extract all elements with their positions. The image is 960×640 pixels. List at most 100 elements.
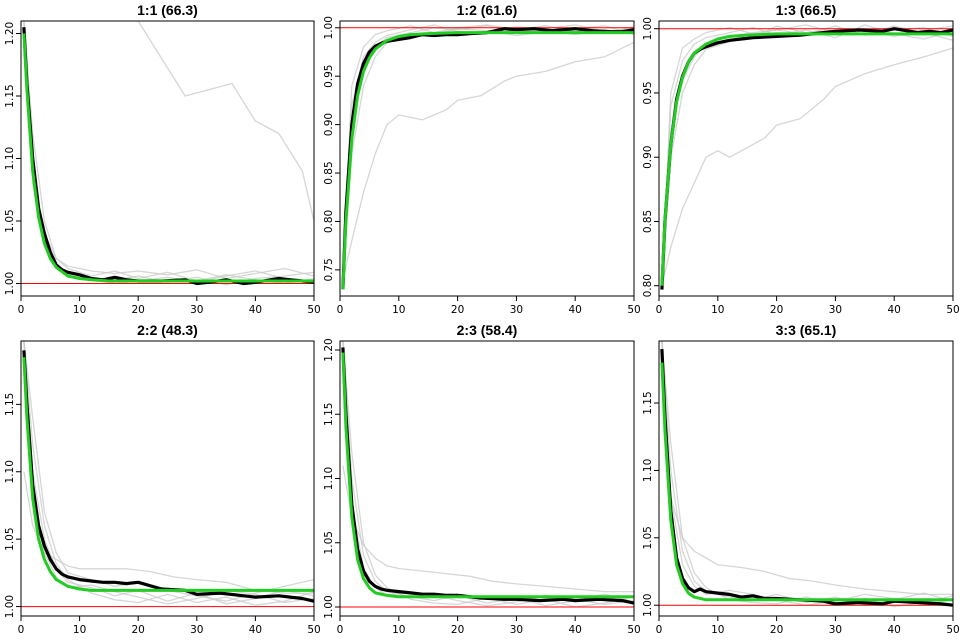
x-tick-label: 10 [711, 304, 724, 316]
chart-panel: 2:2 (48.3) 0 10 20 30 40 50 1.00 1.05 1.10 1.15 [4, 322, 321, 636]
mean-line [341, 27, 634, 290]
fit-line [341, 352, 634, 599]
y-tick-label: 1.00 [642, 17, 654, 40]
trace-line [342, 41, 634, 280]
trace-line [661, 25, 953, 286]
x-tick-label: 0 [337, 304, 344, 316]
x-tick-label: 10 [73, 624, 86, 636]
y-tick-label: 1.20 [4, 22, 16, 45]
plot-area [659, 341, 953, 608]
trace-line [342, 24, 634, 280]
plot-frame [20, 20, 315, 297]
x-tick-label: 40 [888, 624, 901, 636]
x-tick-label: 20 [770, 304, 783, 316]
y-tick-label: 1.20 [323, 338, 335, 361]
trace-line [23, 341, 314, 602]
trace-line [661, 47, 953, 286]
x-tick-label: 10 [711, 624, 724, 636]
x-tick-label: 50 [946, 304, 959, 316]
plot-area [21, 21, 314, 286]
x-tick-label: 50 [946, 624, 959, 636]
x-tick-label: 40 [888, 304, 901, 316]
trace-line [661, 24, 953, 286]
trace-line [23, 45, 314, 280]
x-tick-label: 0 [656, 304, 663, 316]
y-tick-label: 0.90 [642, 146, 654, 169]
y-tick-label: 1.15 [323, 403, 335, 426]
y-tick-label: 0.95 [642, 81, 654, 104]
trace-line [342, 465, 634, 593]
x-tick-label: 40 [569, 304, 582, 316]
x-tick-label: 10 [73, 304, 86, 316]
y-tick-label: 1.05 [4, 527, 16, 550]
x-tick-label: 20 [451, 304, 464, 316]
y-tick-label: 1.00 [642, 594, 654, 617]
x-tick-label: 20 [132, 624, 145, 636]
x-tick-label: 50 [627, 624, 640, 636]
panel-title: 3:3 (65.1) [776, 322, 837, 338]
x-tick-label: 50 [307, 304, 320, 316]
y-tick-label: 1.15 [4, 393, 16, 416]
x-tick-label: 20 [132, 304, 145, 316]
trace-line [342, 24, 634, 280]
panel-title: 1:2 (61.6) [457, 2, 518, 18]
chart-panel: 1:1 (66.3) 0 10 20 30 40 50 1.00 1.05 1.10 1.15 1.2… [4, 2, 321, 316]
trace-line [23, 341, 314, 605]
fit-line [341, 31, 634, 290]
x-tick-label: 0 [337, 624, 344, 636]
x-tick-label: 30 [829, 304, 842, 316]
y-tick-label: 0.85 [323, 161, 335, 184]
x-tick-label: 30 [190, 304, 203, 316]
plot-frame [20, 340, 315, 617]
x-tick-label: 20 [451, 624, 464, 636]
y-tick-label: 1.00 [4, 272, 16, 295]
trace-line [661, 341, 953, 606]
y-tick-label: 1.05 [642, 526, 654, 549]
x-tick-label: 10 [392, 624, 405, 636]
x-tick-label: 30 [190, 624, 203, 636]
y-tick-label: 1.10 [4, 460, 16, 483]
x-tick-label: 0 [18, 304, 25, 316]
trace-line [661, 341, 953, 608]
plot-frame [339, 340, 635, 617]
y-tick-label: 1.00 [323, 16, 335, 39]
y-tick-label: 1.15 [642, 391, 654, 414]
y-tick-label: 0.80 [323, 210, 335, 233]
plot-area [340, 24, 634, 290]
fit-line [22, 357, 314, 592]
trace-line [23, 21, 314, 285]
chart-panel: 3:3 (65.1) 0 10 20 30 40 50 1.00 1.05 1.10 1.15 [642, 322, 960, 636]
trace-line [23, 471, 314, 594]
mean-line [341, 347, 634, 605]
mean-line [22, 350, 314, 603]
x-tick-label: 40 [249, 304, 262, 316]
chart-panel: 1:2 (61.6) 0 10 20 30 40 50 0.75 0.80 0.85 0.90 0.9… [323, 2, 641, 316]
x-tick-label: 20 [770, 624, 783, 636]
x-tick-label: 10 [392, 304, 405, 316]
y-tick-label: 0.85 [642, 210, 654, 233]
y-tick-label: 1.15 [4, 84, 16, 107]
y-tick-label: 1.00 [323, 595, 335, 618]
panel-title: 1:3 (66.5) [776, 2, 837, 18]
trace-line [23, 341, 314, 606]
trace-line [661, 24, 953, 286]
chart-panel: 2:3 (58.4) 0 10 20 30 40 50 1.00 1.05 1.10 1.15 1.2… [323, 322, 641, 636]
x-tick-label: 0 [18, 624, 25, 636]
panel-title: 2:3 (58.4) [457, 322, 518, 338]
panel-title: 1:1 (66.3) [137, 2, 198, 18]
trace-line [23, 21, 314, 285]
x-tick-label: 40 [249, 624, 262, 636]
x-tick-label: 0 [656, 624, 663, 636]
y-tick-label: 1.10 [4, 147, 16, 170]
mean-line [22, 27, 314, 286]
trace-line [661, 341, 953, 606]
fit-line [22, 33, 314, 283]
plot-frame [658, 20, 954, 297]
x-tick-label: 30 [829, 624, 842, 636]
y-tick-label: 1.10 [642, 459, 654, 482]
fit-line [660, 362, 953, 602]
x-tick-label: 30 [510, 624, 523, 636]
chart-panel: 1:3 (66.5) 0 10 20 30 40 50 0.80 0.85 0.90 0.95 1.0… [642, 2, 960, 316]
